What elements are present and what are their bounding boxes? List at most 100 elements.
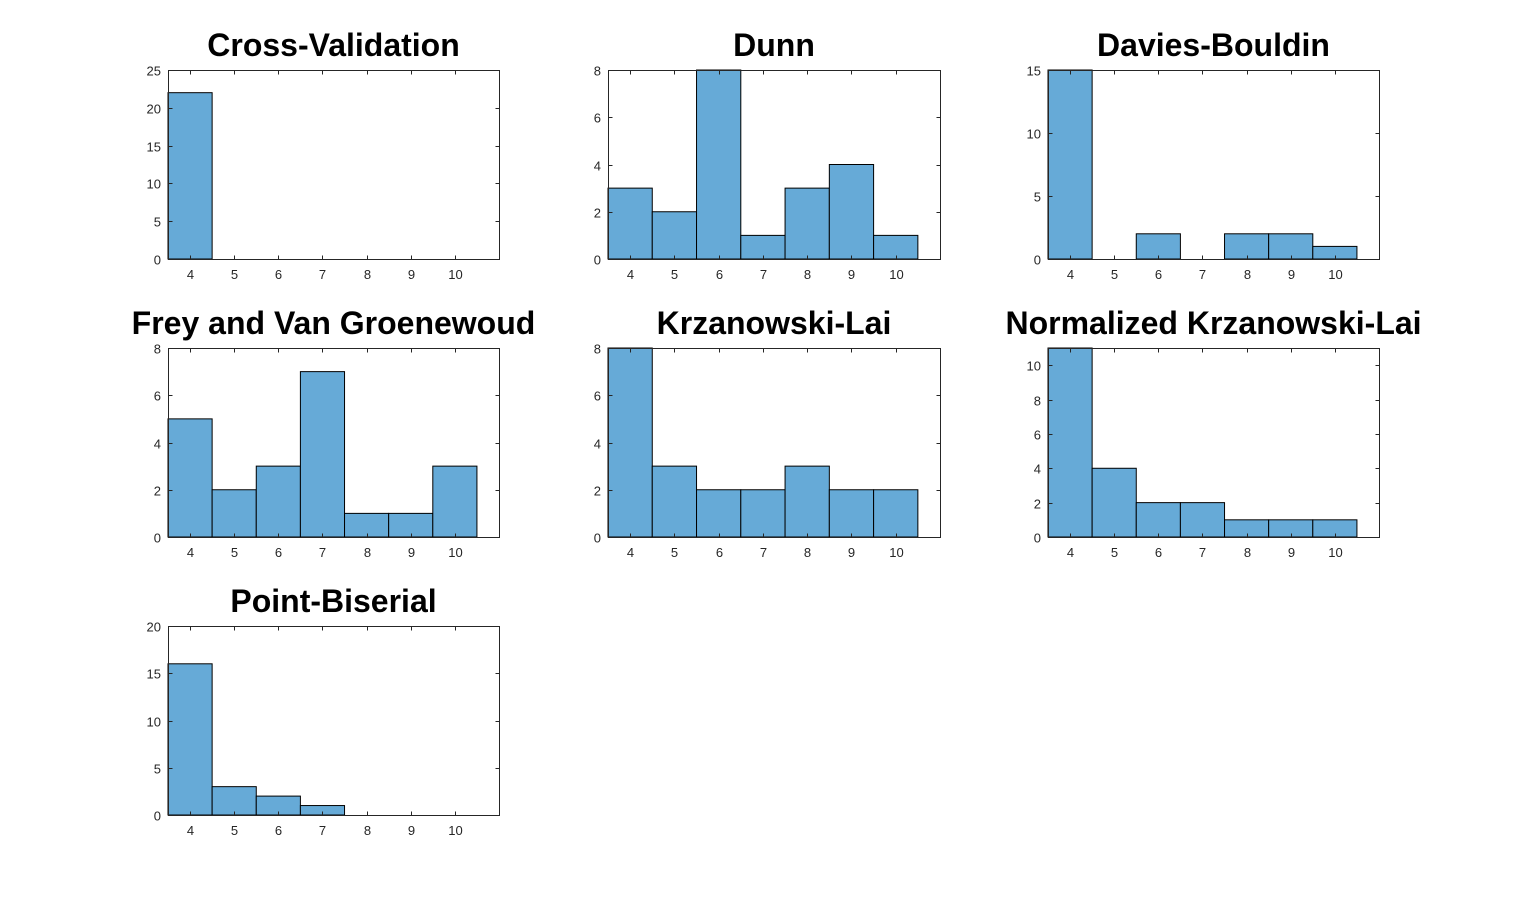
histogram-bar — [828, 164, 875, 260]
x-tick-label: 7 — [1199, 267, 1206, 282]
histogram-panel-5: 4 5 6 7 8 9 10 0 2 4 6 8 Krzanowski-Lai — [594, 305, 941, 560]
x-tick-label: 6 — [716, 545, 723, 560]
histogram-bar — [873, 234, 919, 260]
y-tick-label: 0 — [154, 531, 161, 546]
x-tick-label: 10 — [1328, 267, 1342, 282]
histogram-bar — [344, 512, 390, 538]
y-tick-label: 20 — [147, 620, 161, 635]
histogram-bar — [828, 489, 875, 538]
x-tick-label: 6 — [275, 545, 282, 560]
histogram-bar — [167, 418, 213, 538]
y-tick-label: 8 — [1034, 394, 1041, 409]
x-tick-label: 4 — [187, 545, 194, 560]
y-tick-label: 6 — [594, 111, 601, 126]
x-tick-label: 5 — [231, 267, 238, 282]
y-tick-label: 0 — [154, 809, 161, 824]
x-tick-label: 8 — [1244, 545, 1251, 560]
y-tick-label: 10 — [147, 715, 161, 730]
x-tick-label: 9 — [408, 823, 415, 838]
histogram-bar — [1091, 467, 1137, 538]
histogram-bar — [740, 489, 786, 538]
histogram-bar — [696, 489, 742, 538]
y-tick-label: 10 — [1027, 359, 1041, 374]
y-tick-label: 15 — [1027, 64, 1041, 79]
histogram-bar — [1135, 502, 1181, 538]
x-tick-label: 5 — [671, 267, 678, 282]
y-tick-label: 8 — [594, 342, 601, 357]
histogram-bar — [740, 234, 786, 260]
x-tick-label: 6 — [716, 267, 723, 282]
y-tick-label: 4 — [1034, 462, 1041, 477]
histogram-bar — [784, 187, 830, 260]
histogram-bar — [784, 465, 830, 538]
axes-box — [1048, 348, 1380, 538]
histogram-bar — [1224, 233, 1270, 260]
panel-title: Dunn — [733, 27, 815, 63]
x-tick-label: 4 — [187, 823, 194, 838]
x-tick-label: 10 — [448, 823, 462, 838]
y-tick-label: 6 — [154, 389, 161, 404]
x-tick-label: 8 — [804, 267, 811, 282]
histogram-bar — [255, 465, 301, 538]
histogram-bar — [211, 489, 257, 538]
x-tick-label: 9 — [848, 267, 855, 282]
histogram-bar — [1312, 519, 1358, 538]
histogram-bar — [1224, 519, 1270, 538]
histogram-bar — [211, 786, 257, 816]
y-tick-label: 0 — [1034, 531, 1041, 546]
x-tick-label: 4 — [1067, 267, 1074, 282]
histogram-bar — [167, 663, 213, 816]
histogram-bar — [432, 465, 478, 538]
x-tick-label: 6 — [275, 267, 282, 282]
histogram-bar — [1179, 502, 1226, 538]
y-tick-label: 2 — [1034, 497, 1041, 512]
x-tick-label: 6 — [1155, 545, 1162, 560]
x-tick-label: 5 — [231, 823, 238, 838]
histogram-panel-3: 4 5 6 7 8 9 10 0 5 10 15 Davies-Bouldin — [1027, 27, 1380, 282]
x-tick-label: 7 — [319, 823, 326, 838]
x-tick-label: 9 — [408, 267, 415, 282]
x-tick-label: 8 — [364, 267, 371, 282]
x-tick-label: 7 — [319, 267, 326, 282]
y-tick-label: 2 — [594, 206, 601, 221]
histogram-bar — [1268, 519, 1314, 538]
y-tick-label: 8 — [154, 342, 161, 357]
y-tick-label: 2 — [154, 484, 161, 499]
x-tick-label: 4 — [627, 545, 634, 560]
x-tick-label: 9 — [1288, 545, 1295, 560]
y-tick-label: 0 — [1034, 253, 1041, 268]
x-tick-label: 9 — [1288, 267, 1295, 282]
y-tick-label: 0 — [154, 253, 161, 268]
x-tick-label: 4 — [1067, 545, 1074, 560]
histogram-bar — [1047, 69, 1093, 260]
axes-box — [168, 70, 500, 260]
x-tick-label: 10 — [448, 545, 462, 560]
y-tick-label: 4 — [594, 437, 601, 452]
x-tick-label: 5 — [231, 545, 238, 560]
y-tick-label: 15 — [147, 140, 161, 155]
x-tick-label: 5 — [671, 545, 678, 560]
x-tick-label: 7 — [1199, 545, 1206, 560]
x-tick-label: 10 — [448, 267, 462, 282]
histogram-bar — [1268, 233, 1314, 260]
histogram-bar — [696, 69, 742, 260]
panel-title: Krzanowski-Lai — [657, 305, 892, 341]
x-tick-label: 6 — [275, 823, 282, 838]
x-tick-label: 9 — [848, 545, 855, 560]
histogram-panel-2: 4 5 6 7 8 9 10 0 2 4 6 8 Dunn — [594, 27, 941, 282]
x-tick-label: 8 — [364, 823, 371, 838]
x-tick-label: 4 — [627, 267, 634, 282]
x-tick-label: 7 — [760, 267, 767, 282]
y-tick-label: 6 — [1034, 428, 1041, 443]
axes-box — [1048, 70, 1380, 260]
histogram-bar — [1047, 347, 1093, 538]
y-tick-label: 0 — [594, 253, 601, 268]
x-tick-label: 6 — [1155, 267, 1162, 282]
y-tick-label: 4 — [154, 437, 161, 452]
panel-title: Normalized Krzanowski-Lai — [1005, 305, 1421, 341]
panel-title: Cross-Validation — [207, 27, 460, 63]
histogram-bar — [651, 465, 698, 538]
histogram-panel-1: 4 5 6 7 8 9 10 0 5 10 15 20 25 Cross-Validation — [147, 27, 500, 282]
